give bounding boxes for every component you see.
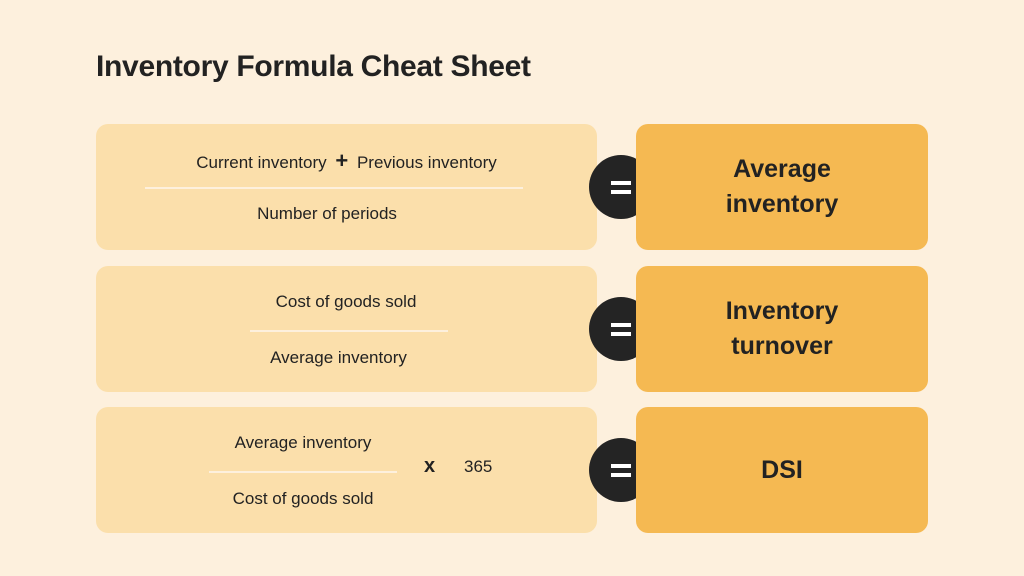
numerator-term: Current inventory	[196, 153, 327, 172]
denominator: Number of periods	[257, 204, 397, 223]
result-label: Average inventory	[725, 155, 839, 218]
result-box: Inventory turnover	[636, 266, 928, 392]
multiply-operator: x	[424, 455, 436, 477]
plus-operator: +	[335, 148, 349, 173]
result-box: Average inventory	[636, 124, 928, 250]
numerator: Cost of goods sold	[275, 292, 417, 311]
page-title: Inventory Formula Cheat Sheet	[96, 50, 531, 83]
result-box: DSI	[636, 407, 928, 533]
fraction-bar	[250, 330, 448, 332]
numerator-term: Previous inventory	[356, 153, 497, 172]
fraction-bar	[209, 471, 397, 473]
result-label: Inventory turnover	[725, 297, 839, 360]
formula-box-dsi: Average inventory Cost of goods sold x 3…	[96, 407, 597, 533]
numerator: Average inventory	[234, 433, 372, 452]
multiplier-value: 365	[464, 457, 493, 476]
fraction-bar	[145, 187, 523, 189]
formula-box-inventory-turnover: Cost of goods sold Average inventory	[96, 266, 597, 392]
formula-box-average-inventory: Current inventory + Previous inventory N…	[96, 124, 597, 250]
result-label: DSI	[761, 455, 803, 484]
denominator: Cost of goods sold	[232, 489, 374, 508]
denominator: Average inventory	[270, 348, 407, 367]
numerator: Current inventory + Previous inventory	[96, 148, 597, 174]
